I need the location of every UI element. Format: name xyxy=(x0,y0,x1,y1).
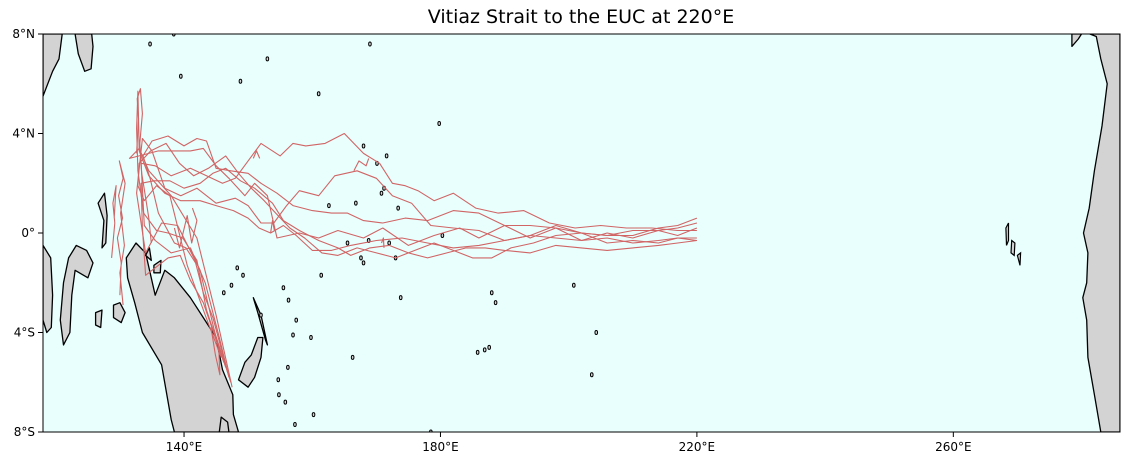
islet-25 xyxy=(589,372,594,378)
particle-trajectory-1 xyxy=(136,137,698,383)
islet-20 xyxy=(493,300,498,306)
particle-trajectory-2 xyxy=(140,132,697,378)
land-mass-14 xyxy=(1071,34,1083,48)
islet-40 xyxy=(259,312,263,318)
galapagos-island-0 xyxy=(1005,222,1010,246)
islet-22 xyxy=(482,347,487,353)
particle-trajectory-5 xyxy=(140,167,697,363)
islet-34 xyxy=(286,364,290,370)
trajectory-loop-5 xyxy=(380,237,385,248)
islet-39 xyxy=(277,392,281,398)
islet-37 xyxy=(293,422,297,428)
land-mass-6 xyxy=(94,309,103,329)
islet-38 xyxy=(283,399,288,405)
islet-0 xyxy=(179,73,183,79)
trajectory-loop-3 xyxy=(210,327,221,376)
islet-43 xyxy=(221,290,226,296)
trajectory-loop-4 xyxy=(173,207,198,249)
y-axis-ticks: 8°N 4°N 0° 4°S 8°S xyxy=(12,27,43,439)
islet-5 xyxy=(368,41,372,47)
islet-42 xyxy=(229,282,234,288)
islet-23 xyxy=(475,349,480,355)
y-tick-label: 4°N xyxy=(12,127,35,141)
islet-44 xyxy=(235,265,240,271)
islet-6 xyxy=(238,78,243,84)
galapagos-island-1 xyxy=(1010,239,1016,257)
galapagos-island-2 xyxy=(1016,251,1022,266)
x-tick-label: 260°E xyxy=(935,440,972,454)
islet-49 xyxy=(440,232,445,238)
particle-trajectory-3 xyxy=(142,135,697,373)
land-mass-13 xyxy=(1082,34,1120,432)
land-mass-5 xyxy=(112,302,126,324)
islet-21 xyxy=(487,344,491,350)
islet-15 xyxy=(361,143,366,149)
trajectory-loop-1 xyxy=(136,88,152,244)
land-mass-4 xyxy=(97,192,108,249)
islet-46 xyxy=(398,295,403,301)
islet-18 xyxy=(354,200,358,206)
islet-48 xyxy=(309,334,313,340)
land-layer xyxy=(43,34,1120,432)
trajectory-loop-7 xyxy=(252,150,261,159)
islet-7 xyxy=(327,203,331,209)
y-tick-label: 8°N xyxy=(12,27,35,41)
particle-trajectory-6 xyxy=(137,142,698,358)
islet-14 xyxy=(359,255,363,261)
x-tick-label: 140°E xyxy=(166,440,203,454)
islet-47 xyxy=(350,354,355,360)
land-mass-9 xyxy=(252,297,269,346)
islet-26 xyxy=(594,330,599,335)
islet-4 xyxy=(316,91,321,97)
islet-36 xyxy=(311,412,316,418)
islet-19 xyxy=(489,290,494,296)
trajectory-loop-2 xyxy=(111,185,117,258)
islet-29 xyxy=(294,317,299,323)
islet-8 xyxy=(379,190,384,196)
islet-41 xyxy=(241,272,245,278)
land-mass-1 xyxy=(43,244,54,334)
land-mass-7 xyxy=(125,242,240,432)
trajectory-loop-0 xyxy=(116,160,126,306)
trajectory-layer xyxy=(111,88,698,388)
y-tick-label: 0° xyxy=(21,226,35,240)
y-tick-label: 8°S xyxy=(14,425,35,439)
x-axis-ticks: 140°E 180°E 220°E 260°E xyxy=(166,432,972,454)
map-title: Vitiaz Strait to the EUC at 220°E xyxy=(427,6,735,28)
y-tick-label: 4°S xyxy=(14,326,35,340)
islet-17 xyxy=(384,153,389,159)
land-mass-11 xyxy=(144,247,152,262)
islet-35 xyxy=(276,377,281,383)
islet-9 xyxy=(387,240,391,246)
islet-32 xyxy=(281,285,286,291)
islet-2 xyxy=(148,41,152,47)
islet-30 xyxy=(361,260,366,266)
land-mass-8 xyxy=(237,336,264,388)
x-tick-label: 220°E xyxy=(679,440,716,454)
land-mass-3 xyxy=(59,244,94,346)
islet-3 xyxy=(265,56,270,62)
islet-31 xyxy=(345,240,350,246)
land-mass-12 xyxy=(218,416,230,432)
islet-24 xyxy=(572,282,576,288)
islet-10 xyxy=(396,205,400,211)
trajectory-loop-6 xyxy=(353,158,370,172)
islet-33 xyxy=(291,332,295,338)
land-mass-2 xyxy=(74,34,94,72)
islet-28 xyxy=(319,272,324,278)
islet-50 xyxy=(437,121,441,127)
trajectory-loop-8 xyxy=(270,220,275,234)
land-mass-0 xyxy=(43,34,63,97)
x-tick-label: 180°E xyxy=(422,440,459,454)
islet-45 xyxy=(286,297,291,303)
